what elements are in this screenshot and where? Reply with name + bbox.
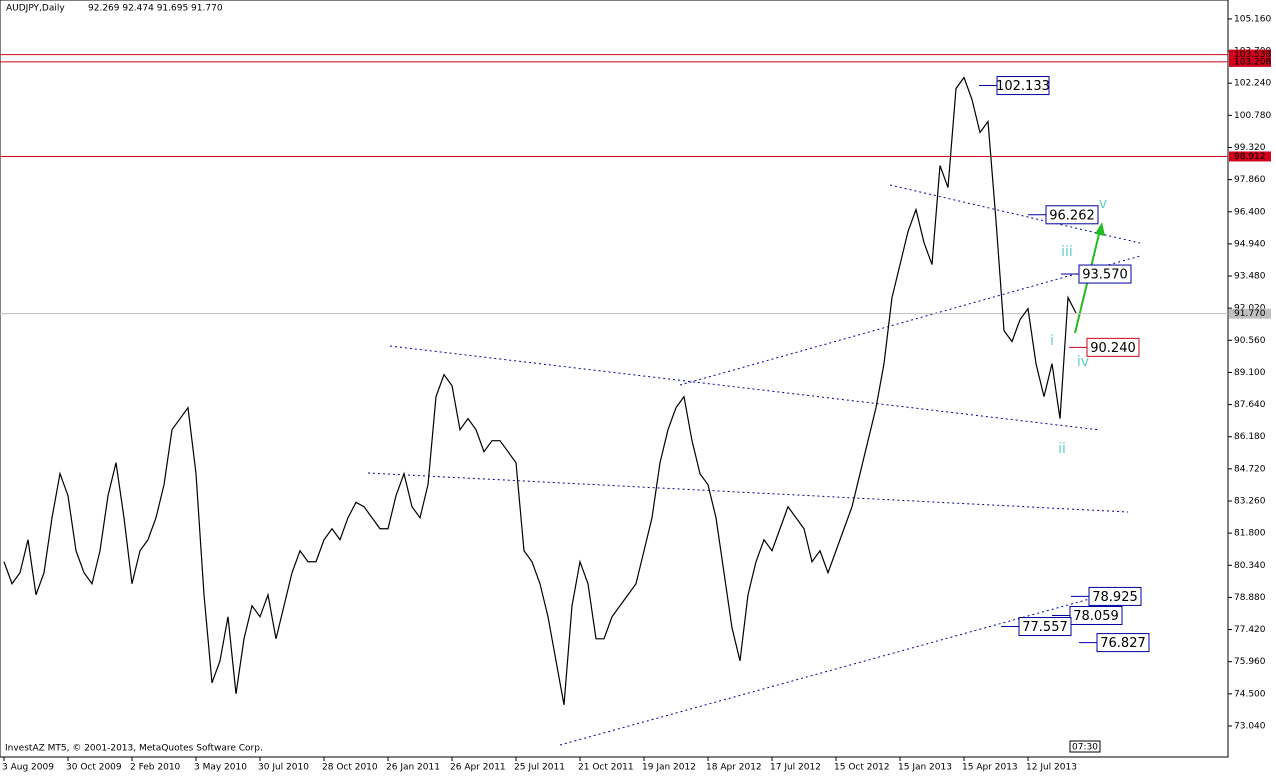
level-label: 98.912	[1234, 152, 1266, 162]
x-tick-label: 26 Jan 2011	[386, 763, 440, 773]
wave-label: ii	[1058, 441, 1066, 457]
x-tick-label: 25 Jul 2011	[514, 763, 565, 773]
annotation-box	[1088, 586, 1142, 606]
y-tick-label: 100.780	[1234, 111, 1271, 121]
time: 07:30	[1072, 743, 1098, 753]
chart-title: AUDJPY,Daily	[6, 4, 65, 14]
y-tick-label: 99.320	[1234, 143, 1266, 153]
x-tick-label: 3 May 2010	[194, 763, 247, 773]
y-tick-label: 84.720	[1234, 464, 1266, 474]
annotation-box	[1078, 264, 1132, 284]
y-tick-label: 83.260	[1234, 496, 1266, 506]
annotation-label: 77.557	[1022, 620, 1068, 635]
level-box	[1229, 49, 1271, 60]
y-tick-label: 90.560	[1234, 336, 1266, 346]
level-box	[1229, 56, 1271, 67]
price-line	[3, 76, 1077, 705]
annotation-label: 96.262	[1049, 208, 1095, 223]
time-box	[1069, 740, 1101, 753]
copyright: InvestAZ MT5, © 2001-2013, MetaQuotes So…	[5, 744, 263, 754]
x-tick-label: 2 Feb 2010	[130, 763, 181, 773]
wave-label: i	[1050, 333, 1054, 349]
annotation-box	[1096, 633, 1150, 653]
y-tick-label: 73.040	[1234, 721, 1266, 731]
annotation-label: 102.133	[996, 79, 1050, 94]
y-tick-label: 74.500	[1234, 689, 1266, 699]
current-price-box	[1229, 308, 1271, 319]
annotation-box	[1069, 605, 1123, 625]
x-tick-label: 3 Aug 2009	[2, 763, 54, 773]
trendline	[389, 345, 1101, 431]
plot-frame	[0, 0, 1229, 758]
trendline	[367, 472, 1129, 513]
annotation-label: 76.827	[1100, 636, 1146, 651]
y-tick-label: 89.100	[1234, 368, 1266, 378]
x-tick-label: 17 Jul 2012	[770, 763, 821, 773]
level-label: 103.208	[1234, 57, 1271, 67]
x-tick-label: 15 Apr 2013	[962, 763, 1018, 773]
annotation-box	[1086, 337, 1140, 357]
wave-label: v	[1099, 196, 1107, 212]
wave-label: iii	[1061, 244, 1073, 260]
wave-label: iv	[1077, 354, 1089, 370]
annotation-label: 78.925	[1092, 590, 1138, 605]
y-tick-label: 78.880	[1234, 593, 1266, 603]
x-tick-label: 18 Apr 2012	[706, 763, 762, 773]
trendline	[559, 591, 1116, 746]
y-tick-label: 80.340	[1234, 561, 1266, 571]
y-tick-label: 87.640	[1234, 400, 1266, 410]
y-tick-label: 93.480	[1234, 272, 1266, 282]
annotation-label: 78.059	[1073, 609, 1119, 624]
annotation-box	[1045, 205, 1099, 225]
ohlc: 92.269 92.474 91.695 91.770	[88, 4, 223, 14]
annotation-label: 93.570	[1082, 268, 1128, 283]
x-tick-label: 19 Jan 2012	[642, 763, 696, 773]
y-tick-label: 77.420	[1234, 625, 1266, 635]
y-tick-label: 81.800	[1234, 529, 1266, 539]
x-tick-label: 28 Oct 2010	[322, 763, 378, 773]
x-tick-label: 26 Apr 2011	[450, 763, 506, 773]
y-tick-label: 94.940	[1234, 239, 1266, 249]
annotation-box	[996, 76, 1050, 96]
x-tick-label: 30 Oct 2009	[66, 763, 122, 773]
level-label: 103.538	[1234, 50, 1271, 60]
x-tick-label: 12 Jul 2013	[1026, 763, 1077, 773]
y-tick-label: 96.400	[1234, 207, 1266, 217]
current-price-label: 91.770	[1234, 309, 1266, 319]
y-tick-label: 75.960	[1234, 657, 1266, 667]
annotation-box	[1018, 617, 1072, 637]
x-tick-label: 15 Oct 2012	[834, 763, 890, 773]
x-tick-label: 21 Oct 2011	[578, 763, 634, 773]
x-tick-label: 15 Jan 2013	[898, 763, 952, 773]
x-tick-label: 30 Jul 2010	[258, 763, 309, 773]
y-tick-label: 102.240	[1234, 79, 1271, 89]
arrow-head	[1095, 222, 1105, 236]
y-tick-label: 97.860	[1234, 175, 1266, 185]
y-tick-label: 92.020	[1234, 304, 1266, 314]
annotation-label: 90.240	[1090, 341, 1136, 356]
level-box	[1229, 151, 1271, 162]
y-tick-label: 105.160	[1234, 14, 1271, 24]
y-tick-label: 86.180	[1234, 432, 1266, 442]
